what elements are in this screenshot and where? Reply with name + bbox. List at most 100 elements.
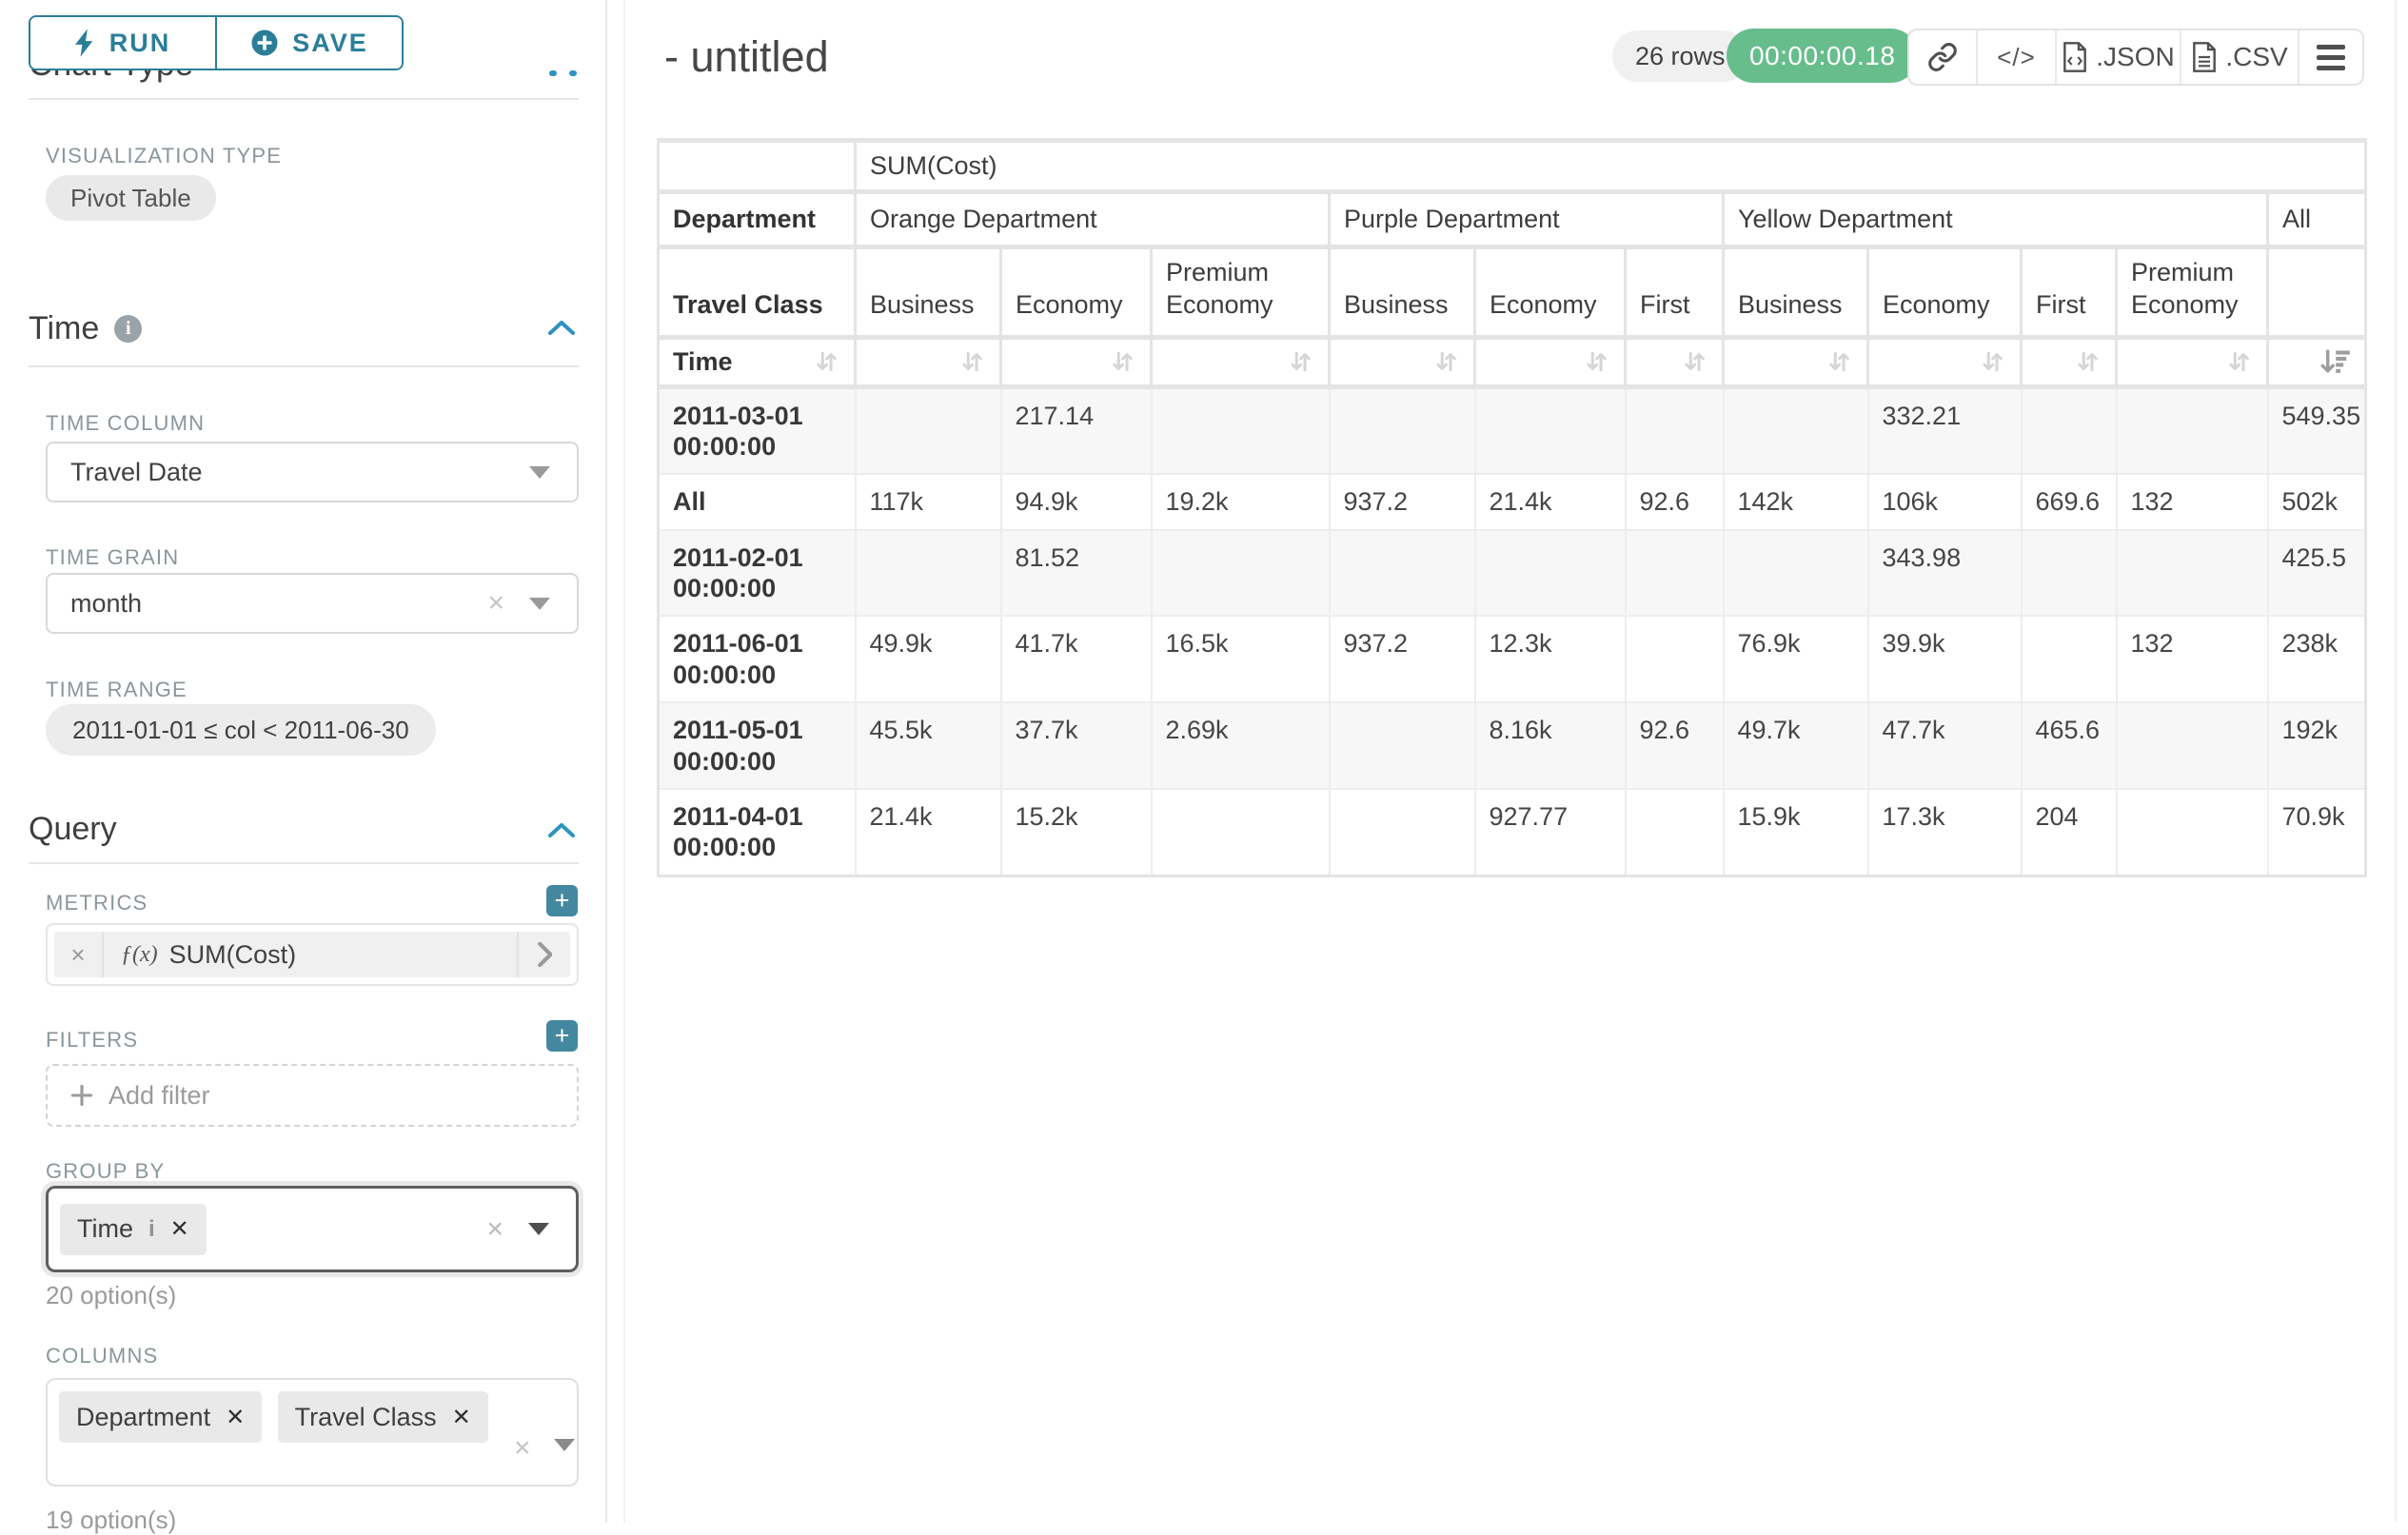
column-sort-header[interactable] xyxy=(2265,334,2368,389)
value-cell: 142k xyxy=(1722,473,1869,531)
sort-icon xyxy=(2078,351,2098,372)
sidebar-sticky-header: RUN SAVE xyxy=(0,0,605,70)
value-cell xyxy=(2115,788,2269,877)
table-row: 2011-02-01 00:00:00 81.52 343.98 425.5 xyxy=(657,528,2367,618)
column-sort-header[interactable] xyxy=(1473,334,1627,389)
metric-pill[interactable]: × ƒ(x) SUM(Cost) xyxy=(54,932,570,977)
column-sort-header[interactable] xyxy=(1150,334,1331,389)
value-cell: 117k xyxy=(854,473,1002,531)
clear-icon[interactable]: × xyxy=(486,1212,503,1245)
group-by-chip[interactable]: Time i ✕ xyxy=(60,1203,207,1255)
time-grain-select[interactable]: month × xyxy=(46,573,579,634)
chip-remove-icon[interactable]: ✕ xyxy=(226,1404,246,1430)
sort-icon xyxy=(1587,351,1607,372)
expand-metric-button[interactable] xyxy=(517,932,570,977)
time-grain-label: TIME GRAIN xyxy=(46,545,180,569)
value-cell xyxy=(1328,701,1476,791)
page-title[interactable]: - untitled xyxy=(664,32,829,81)
pivot-table-body: 2011-03-01 00:00:00 217.14 332.21 549.35 All… xyxy=(657,384,2367,877)
more-options-button[interactable] xyxy=(2298,30,2362,84)
group-by-options-hint: 20 option(s) xyxy=(46,1281,177,1309)
value-cell: 21.4k xyxy=(854,788,1002,877)
chip-remove-icon[interactable]: ✕ xyxy=(169,1216,189,1242)
run-button[interactable]: RUN xyxy=(30,17,215,69)
sort-row: Time xyxy=(657,334,2368,389)
row-label: 2011-02-01 00:00:00 xyxy=(657,528,857,618)
share-link-button[interactable] xyxy=(1909,30,1976,84)
collapse-chevron-icon[interactable] xyxy=(548,820,575,839)
control-panel-sidebar: Chart Type RUN SAVE VISUALIZATION TYPE P… xyxy=(0,0,607,1534)
value-cell: 17.3k xyxy=(1866,788,2023,877)
columns-select[interactable]: Department ✕ Travel Class ✕ xyxy=(46,1378,579,1486)
row-label: 2011-05-01 00:00:00 xyxy=(657,701,857,791)
value-cell: 106k xyxy=(1866,473,2023,531)
remove-metric-icon[interactable]: × xyxy=(54,932,104,977)
table-row: 2011-04-01 00:00:00 21.4k 15.2k 927.77 15.9k… xyxy=(657,788,2367,877)
value-cell xyxy=(1328,788,1476,877)
divider xyxy=(623,0,625,1523)
csv-file-icon xyxy=(2193,42,2217,72)
value-cell: 92.6 xyxy=(1624,473,1725,531)
all-column-header: All xyxy=(2265,189,2368,249)
value-cell xyxy=(854,528,1002,618)
columns-label: COLUMNS xyxy=(46,1344,159,1368)
value-cell xyxy=(2020,384,2118,476)
table-row: 2011-03-01 00:00:00 217.14 332.21 549.35 xyxy=(657,384,2367,476)
visualization-type-pill[interactable]: Pivot Table xyxy=(46,175,216,221)
add-metric-button[interactable]: + xyxy=(546,885,578,916)
value-cell: 132 xyxy=(2115,615,2269,704)
table-row: All 117k 94.9k 19.2k 937.2 21.4k 92.6 142k 106k 6… xyxy=(657,473,2367,531)
column-sort-header[interactable] xyxy=(999,334,1153,389)
column-sort-header[interactable] xyxy=(1722,334,1869,389)
save-button[interactable]: SAVE xyxy=(215,17,402,69)
columns-chip[interactable]: Department ✕ xyxy=(59,1391,263,1443)
column-sort-header[interactable] xyxy=(2020,334,2118,389)
code-icon: </> xyxy=(1997,42,2036,71)
clear-icon[interactable]: × xyxy=(487,587,504,619)
add-filter-dropzone[interactable]: Add filter xyxy=(46,1064,579,1127)
chip-remove-icon[interactable]: ✕ xyxy=(451,1404,471,1430)
sort-icon xyxy=(1291,351,1311,372)
time-range-pill[interactable]: 2011-01-01 ≤ col < 2011-06-30 xyxy=(46,704,436,756)
column-sort-header[interactable] xyxy=(1328,334,1476,389)
class-header: Economy xyxy=(1866,245,2023,340)
export-json-button[interactable]: .JSON xyxy=(2055,30,2180,84)
column-sort-header[interactable] xyxy=(1866,334,2023,389)
class-header: Business xyxy=(854,245,1002,340)
column-sort-header[interactable] xyxy=(2115,334,2269,389)
visualization-type-label: VISUALIZATION TYPE xyxy=(46,144,283,167)
chart-actions-toolbar: </> .JSON .CSV xyxy=(1907,29,2364,86)
add-filter-button[interactable]: + xyxy=(546,1020,578,1052)
export-csv-button[interactable]: .CSV xyxy=(2180,30,2298,84)
time-sort-header[interactable]: Time xyxy=(657,334,857,389)
sort-icon xyxy=(1829,351,1849,372)
value-cell: 465.6 xyxy=(2020,701,2118,791)
run-save-button-group: RUN SAVE xyxy=(29,15,404,70)
view-query-button[interactable]: </> xyxy=(1976,30,2055,84)
value-cell: 16.5k xyxy=(1150,615,1331,704)
value-cell xyxy=(1624,788,1725,877)
chart-type-chevron-tip xyxy=(549,70,557,76)
value-cell: 37.7k xyxy=(999,701,1153,791)
column-sort-header[interactable] xyxy=(1624,334,1725,389)
row-count-badge: 26 rows xyxy=(1612,30,1748,82)
metric-header: SUM(Cost) xyxy=(853,138,2368,194)
link-icon xyxy=(1928,43,1957,71)
class-header: Premium Economy xyxy=(1150,245,1331,340)
chip-info-icon: i xyxy=(148,1215,155,1242)
column-dimension-header: Department xyxy=(657,189,857,249)
time-column-select[interactable]: Travel Date xyxy=(46,442,579,502)
group-by-select[interactable]: Time i ✕ × xyxy=(46,1186,579,1272)
column-sort-header[interactable] xyxy=(854,334,1002,389)
columns-options-hint: 19 option(s) xyxy=(46,1505,177,1534)
clear-icon[interactable]: × xyxy=(514,1432,531,1464)
json-file-icon xyxy=(2063,42,2087,72)
value-cell: 937.2 xyxy=(1328,473,1476,531)
class-header: Business xyxy=(1328,245,1476,340)
value-cell: 669.6 xyxy=(2020,473,2118,531)
columns-chip[interactable]: Travel Class ✕ xyxy=(277,1391,488,1443)
table-row: 2011-06-01 00:00:00 49.9k 41.7k 16.5k 937.2 1… xyxy=(657,615,2367,704)
collapse-chevron-icon[interactable] xyxy=(548,318,575,337)
chevron-down-icon xyxy=(554,1439,575,1451)
value-cell xyxy=(1722,528,1869,618)
